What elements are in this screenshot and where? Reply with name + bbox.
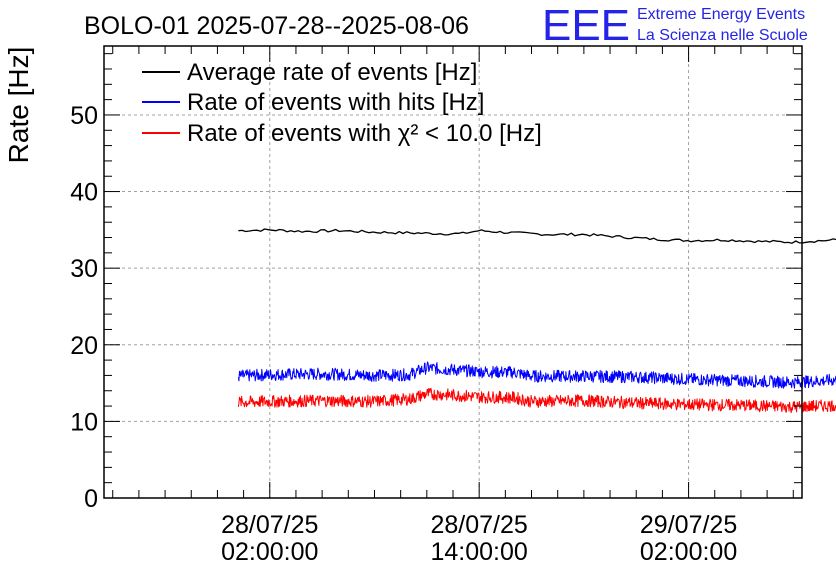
legend-label-hits: Rate of events with hits [Hz]: [187, 89, 484, 116]
series-1: [237, 361, 836, 389]
eee-logo-line1: Extreme Energy Events: [637, 6, 805, 23]
series-0: [238, 228, 836, 244]
x-tick-time-label: 02:00:00: [640, 538, 737, 566]
x-tick-time-label: 02:00:00: [221, 538, 318, 566]
y-tick-label: 50: [70, 102, 98, 130]
series-2: [237, 387, 836, 414]
grid: [104, 46, 802, 498]
legend-label-average: Average rate of events [Hz]: [187, 59, 477, 86]
y-tick-label: 0: [84, 485, 98, 513]
x-tick-date-label: 28/07/25: [431, 511, 528, 539]
eee-logo-mark: EEE: [542, 1, 630, 50]
series-layer: [237, 228, 836, 414]
series-line: [238, 228, 836, 244]
y-tick-label: 40: [70, 179, 98, 207]
eee-logo-line2: La Scienza nelle Scuole: [637, 27, 808, 44]
tick-labels: 0102030405028/07/2502:00:0028/07/2514:00…: [70, 102, 737, 566]
legend-label-chi2: Rate of events with χ² < 10.0 [Hz]: [187, 120, 542, 147]
series-line: [237, 387, 836, 414]
x-tick-date-label: 29/07/25: [640, 511, 737, 539]
x-tick-date-label: 28/07/25: [221, 511, 318, 539]
legend: Average rate of events [Hz] Rate of even…: [142, 59, 542, 147]
y-axis-title: Rate [Hz]: [3, 47, 34, 164]
eee-logo: EEE Extreme Energy Events La Scienza nel…: [542, 1, 808, 50]
x-tick-time-label: 14:00:00: [431, 538, 528, 566]
chart-title: BOLO-01 2025-07-28--2025-08-06: [84, 12, 469, 40]
axis-ticks: [104, 46, 802, 499]
y-tick-label: 30: [70, 255, 98, 283]
series-line: [237, 361, 836, 389]
y-tick-label: 10: [70, 408, 98, 436]
y-tick-label: 20: [70, 332, 98, 360]
